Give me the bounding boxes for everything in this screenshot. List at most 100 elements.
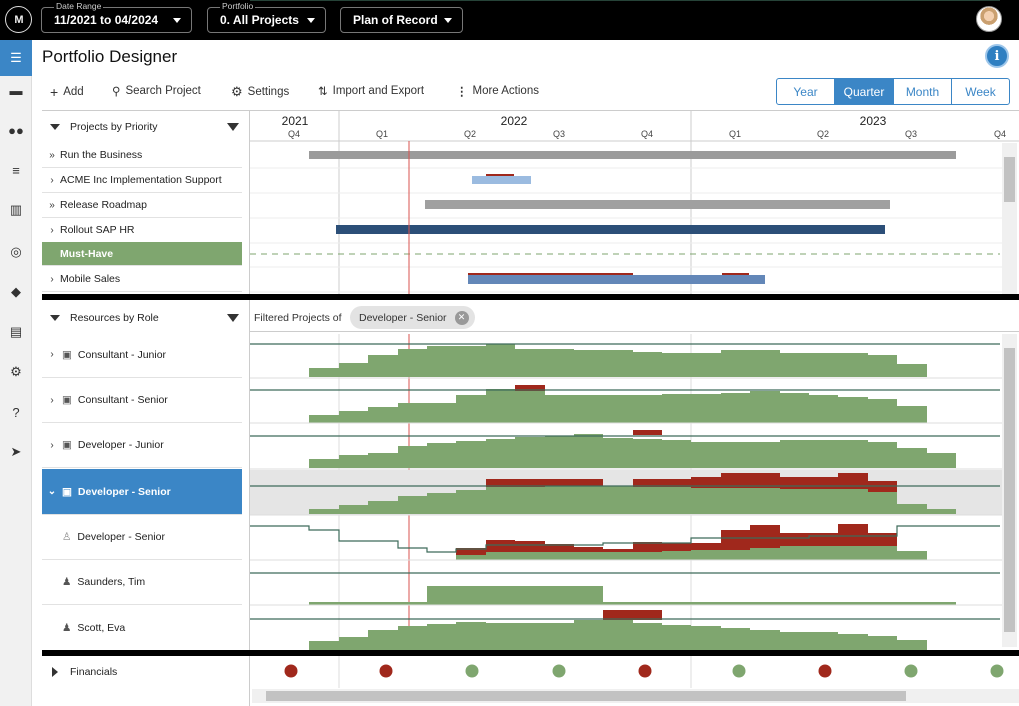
expand-triangle-icon	[52, 667, 58, 677]
date-range-caption: Date Range	[54, 1, 104, 11]
resource-row[interactable]: › ▣ Consultant - Junior	[42, 332, 242, 378]
overallocation-bar	[721, 530, 750, 550]
projects-scrollbar[interactable]	[1002, 143, 1017, 294]
expand-icon: ›	[50, 273, 54, 285]
scenario-value: Plan of Record	[353, 13, 438, 27]
project-row[interactable]: » Release Roadmap	[42, 193, 242, 218]
divider	[42, 110, 1019, 111]
resource-row[interactable]: ♟ Saunders, Tim	[42, 560, 242, 605]
gantt-overalloc	[468, 273, 633, 275]
overallocation-bar	[515, 541, 545, 552]
search-label: Search Project	[125, 85, 201, 97]
view-month-button[interactable]: Month	[893, 78, 952, 105]
expand-icon: »	[49, 149, 55, 161]
resource-row-selected[interactable]: ⌄ ▣ Developer - Senior	[42, 469, 242, 515]
resource-row[interactable]: › ▣ Consultant - Senior	[42, 378, 242, 423]
avatar[interactable]	[976, 6, 1002, 32]
compass-icon[interactable]: ➤	[10, 444, 22, 459]
horizontal-scrollbar[interactable]	[252, 689, 1019, 703]
help-icon[interactable]: ?	[12, 404, 20, 420]
more-actions-label: More Actions	[472, 85, 539, 97]
financials-label: Financials	[70, 666, 118, 678]
filter-chip[interactable]: Developer - Senior ✕	[350, 306, 475, 329]
add-button[interactable]: + Add	[50, 84, 84, 100]
view-quarter-button[interactable]: Quarter	[834, 78, 894, 105]
resources-scrollbar[interactable]	[1002, 334, 1017, 647]
overallocation-bar	[486, 479, 515, 487]
project-label: Rollout SAP HR	[60, 224, 135, 236]
histogram-consultant-senior	[309, 389, 956, 423]
list-icon[interactable]: ≡	[12, 162, 20, 178]
info-icon[interactable]: i	[985, 44, 1009, 68]
date-range-dropdown[interactable]: Date Range 11/2021 to 04/2024	[41, 1, 192, 33]
import-export-label: Import and Export	[332, 85, 425, 97]
import-export-button[interactable]: ⇅ Import and Export	[318, 84, 424, 98]
divider	[249, 110, 250, 706]
financial-status-dot	[990, 664, 1004, 678]
quarter-label: Q4	[994, 129, 1006, 139]
search-project-button[interactable]: ⚲ Search Project	[112, 84, 201, 98]
person-card-icon[interactable]: ▬	[9, 82, 23, 98]
overallocation-bar	[809, 533, 838, 546]
filter-icon[interactable]	[227, 314, 239, 322]
project-label: ACME Inc Implementation Support	[60, 174, 222, 186]
chevron-down-icon: ⌄	[47, 486, 57, 497]
more-vertical-icon: ⋮	[456, 86, 468, 98]
financials-header[interactable]: Financials	[42, 662, 249, 682]
view-year-button[interactable]: Year	[776, 78, 835, 105]
financial-status-dot	[732, 664, 746, 678]
overallocation-bar	[515, 479, 545, 487]
portfolio-dropdown[interactable]: Portfolio 0. All Projects	[207, 1, 326, 33]
resources-header[interactable]: Resources by Role	[42, 308, 249, 328]
close-icon[interactable]: ✕	[454, 310, 469, 325]
columns-icon[interactable]: ▥	[9, 202, 23, 217]
people-icon[interactable]: ●●	[8, 122, 24, 138]
app-logo-icon[interactable]: M	[5, 6, 32, 33]
settings-label: Settings	[247, 86, 290, 98]
person-icon: ♟	[62, 576, 72, 588]
resource-row[interactable]: › ▣ Developer - Junior	[42, 423, 242, 468]
target-icon[interactable]: ◎	[10, 244, 22, 259]
menu-icon[interactable]: ☰	[0, 40, 32, 76]
year-label: 2022	[501, 114, 528, 128]
view-week-button[interactable]: Week	[951, 78, 1010, 105]
gear-icon[interactable]: ⚙	[10, 364, 22, 379]
financial-status-dot	[638, 664, 652, 678]
filter-icon[interactable]	[227, 123, 239, 131]
resource-label: Consultant - Senior	[77, 394, 168, 406]
gantt-overalloc	[486, 174, 514, 176]
overallocation-bar	[838, 524, 868, 546]
financial-status-dot	[465, 664, 479, 678]
project-row[interactable]: › ACME Inc Implementation Support	[42, 168, 242, 193]
settings-button[interactable]: ⚙ Settings	[231, 84, 289, 100]
must-have-row[interactable]: Must-Have	[42, 242, 242, 266]
chevron-down-icon	[173, 18, 181, 23]
sort-arrows-icon: ⇅	[318, 86, 328, 98]
project-row[interactable]: › Mobile Sales	[42, 267, 242, 292]
scenario-dropdown[interactable]: Plan of Record	[340, 7, 463, 33]
panel-splitter[interactable]	[42, 294, 1019, 300]
person-icon: ♟	[62, 621, 72, 634]
overallocation-bar	[750, 525, 780, 548]
financial-status-dot	[552, 664, 566, 678]
resource-row[interactable]: ♙ Developer - Senior	[42, 515, 242, 560]
project-label: Mobile Sales	[60, 273, 121, 285]
projects-header-label: Projects by Priority	[70, 121, 158, 133]
overallocation-bar	[780, 533, 809, 546]
diamond-icon[interactable]: ◆	[11, 284, 21, 299]
document-icon[interactable]: ▤	[9, 324, 23, 339]
financial-status-dot	[904, 664, 918, 678]
more-actions-button[interactable]: ⋮ More Actions	[456, 84, 539, 98]
projects-header[interactable]: Projects by Priority	[42, 117, 249, 137]
year-label: 2021	[282, 114, 309, 128]
chevron-down-icon	[307, 18, 315, 23]
portfolio-caption: Portfolio	[220, 1, 256, 11]
gear-icon: ⚙	[231, 84, 243, 99]
resource-row[interactable]: ♟ Scott, Eva	[42, 605, 242, 650]
overallocation-bar	[633, 542, 662, 552]
resource-label: Scott, Eva	[77, 621, 126, 634]
panel-splitter[interactable]	[42, 650, 1019, 656]
financial-status-dot	[284, 664, 298, 678]
project-row[interactable]: » Run the Business	[42, 143, 242, 168]
